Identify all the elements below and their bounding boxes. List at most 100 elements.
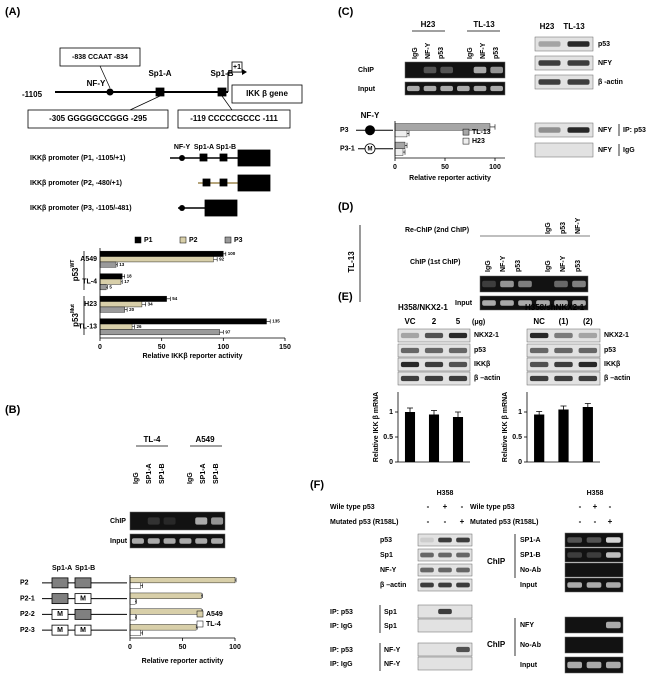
bar	[129, 614, 136, 621]
blot-band	[456, 646, 470, 653]
blot-band	[538, 60, 561, 66]
label: Mutated p53 (R158L)	[330, 519, 398, 526]
label: Sp1-A	[148, 69, 171, 78]
blot-band	[567, 60, 590, 66]
bar	[99, 250, 224, 257]
blot	[417, 618, 473, 633]
bar	[452, 417, 464, 462]
blot-band	[578, 361, 598, 368]
category-label: TL-4	[82, 279, 97, 286]
label: IgG	[545, 222, 552, 234]
label: NF-Y	[384, 661, 401, 668]
box	[27, 109, 169, 129]
label: Input	[455, 300, 473, 307]
label: H358/shNKX2-1	[525, 303, 585, 312]
category-label: P2-2	[20, 611, 35, 618]
legend-swatch	[462, 137, 470, 145]
blot-band	[420, 537, 434, 543]
category-label: P3	[340, 127, 349, 134]
error-bar	[135, 614, 137, 620]
blot	[417, 656, 473, 671]
blot-band	[605, 621, 621, 629]
label: IKKβ	[474, 361, 491, 368]
label: IgG	[485, 260, 492, 272]
bar	[129, 598, 136, 605]
bar	[394, 141, 406, 149]
blot-band	[420, 582, 434, 588]
label: H358	[587, 490, 604, 497]
error-bar	[490, 124, 496, 130]
label: M	[368, 146, 373, 152]
label: Sp1-B	[216, 144, 236, 151]
label: M	[80, 627, 86, 634]
blot	[534, 142, 594, 158]
data-label: 92	[219, 256, 225, 261]
blot-band	[578, 347, 598, 354]
blot-band	[424, 375, 444, 382]
error-bar	[219, 329, 224, 335]
box	[237, 149, 271, 167]
bar	[99, 329, 220, 336]
blot-band	[538, 79, 561, 85]
label: +	[608, 517, 613, 526]
x-axis-label: Relative IKKβ reporter activity	[143, 353, 243, 360]
blot-band	[438, 567, 452, 573]
blot-band	[567, 127, 590, 133]
error-bar	[140, 583, 143, 588]
y-tick-label: 1	[518, 409, 522, 416]
label: +1	[233, 64, 241, 71]
blot-band	[438, 552, 452, 558]
category-label: (1)	[559, 317, 569, 326]
category-label: TL-13	[78, 324, 97, 331]
label: NFY	[598, 127, 612, 134]
blot-band	[605, 537, 621, 543]
blot-band	[400, 347, 420, 354]
error-bar	[407, 130, 410, 137]
blot-band	[420, 552, 434, 558]
blot-band	[456, 582, 470, 588]
label: β –actin	[474, 375, 500, 382]
blot-band	[440, 85, 453, 92]
category-label: P2-3	[20, 627, 35, 634]
group-label-base: p53	[71, 267, 80, 281]
label: ChIP (1st ChIP)	[410, 259, 460, 266]
error-bar	[407, 407, 413, 412]
label: M	[80, 595, 86, 602]
blot	[534, 74, 594, 90]
label: TL-13	[473, 20, 495, 29]
y-tick-label: 0.5	[383, 434, 393, 441]
label: +	[443, 502, 448, 511]
data-label: 54	[172, 296, 178, 301]
blot	[404, 61, 506, 79]
category-label: A549	[80, 256, 97, 263]
label: M	[57, 627, 63, 634]
label: IP: p53	[623, 127, 646, 134]
blot	[564, 532, 624, 548]
bar	[394, 148, 404, 156]
blot-band	[407, 85, 420, 92]
blot	[479, 275, 589, 293]
label: IgG	[412, 47, 419, 59]
x-tick-label: 50	[441, 164, 449, 171]
label: H23	[421, 20, 436, 29]
blot-band	[538, 127, 561, 133]
data-label: 26	[137, 324, 143, 329]
blot-band	[518, 300, 532, 306]
label: NKX2-1	[604, 332, 629, 339]
y-tick-label: 0.5	[512, 434, 522, 441]
label: ChIP	[110, 518, 126, 525]
blot-band	[586, 552, 602, 558]
error-bar	[403, 149, 406, 155]
error-bar	[213, 257, 218, 262]
label: LUC	[214, 205, 228, 212]
box	[219, 153, 228, 162]
legend-swatch	[179, 236, 187, 244]
group-label: p53WT	[70, 260, 80, 282]
label: LUC	[247, 180, 261, 187]
box	[237, 174, 271, 192]
blot-band	[567, 552, 583, 558]
blot-band	[456, 537, 470, 543]
bar	[129, 582, 141, 589]
bar	[99, 318, 267, 325]
blot-band	[490, 85, 503, 92]
